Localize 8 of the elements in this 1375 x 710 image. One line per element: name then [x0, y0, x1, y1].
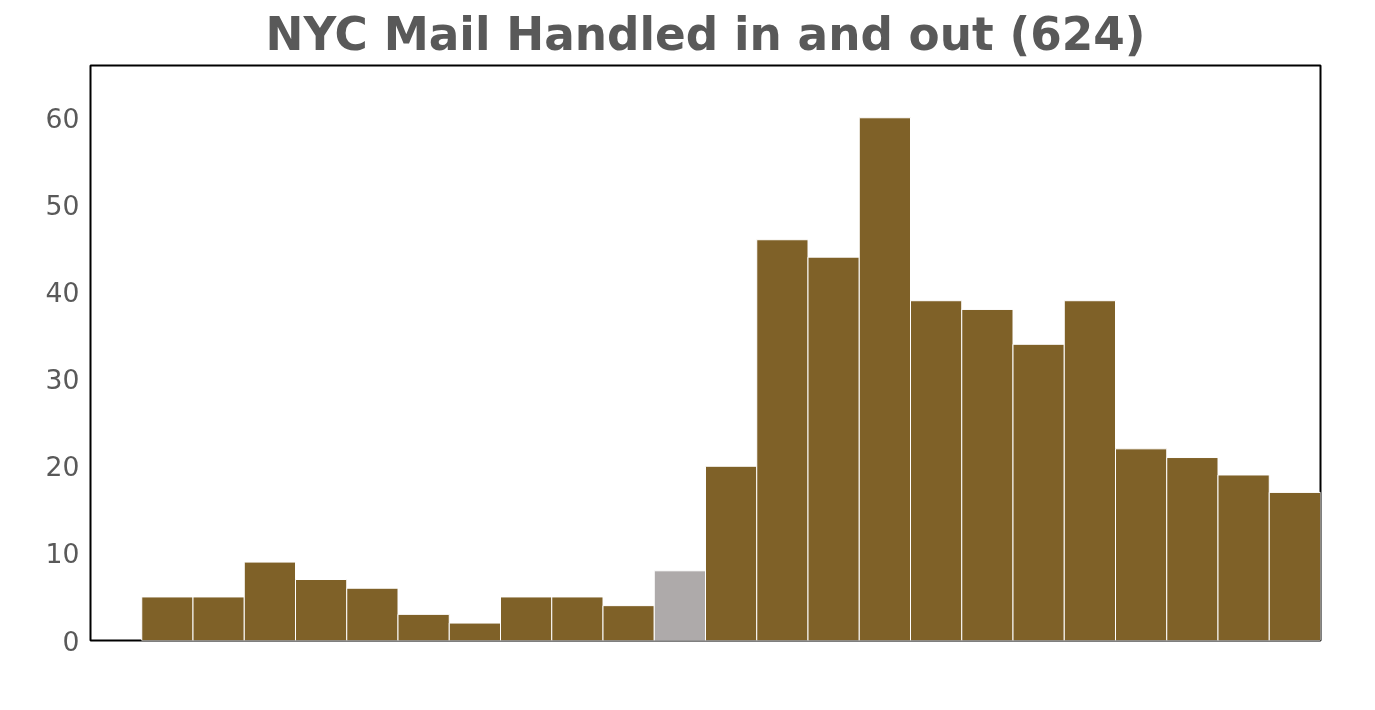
y-tick-label: 0	[62, 625, 80, 657]
y-tick-label: 20	[45, 451, 80, 483]
chart-title: NYC Mail Handled in and out (624)	[265, 7, 1146, 61]
y-tick-label: 30	[45, 364, 80, 396]
y-tick-label: 50	[45, 189, 80, 221]
y-tick-label: 40	[45, 277, 80, 309]
y-tick-label: 60	[45, 102, 80, 134]
y-tick-label: 10	[45, 538, 80, 570]
